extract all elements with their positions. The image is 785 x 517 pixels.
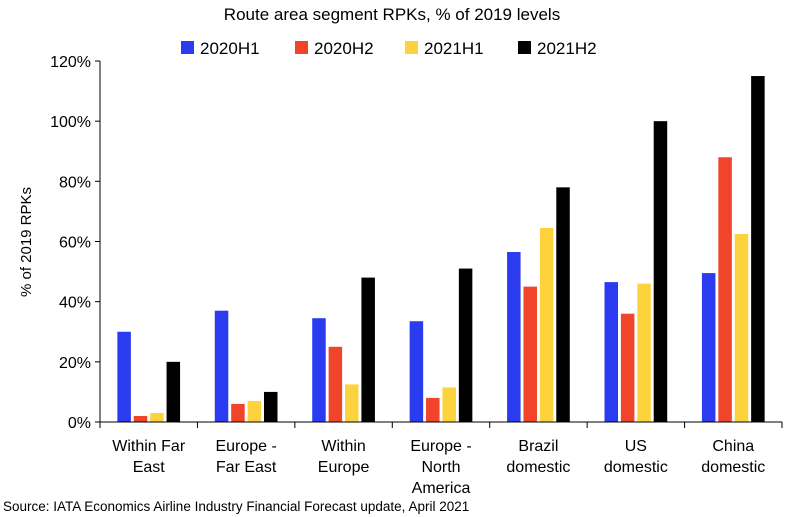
legend-swatch-2021H2 bbox=[518, 41, 531, 54]
x-category-label: Within Europe bbox=[318, 438, 370, 476]
bar-2020H1 bbox=[117, 331, 131, 422]
legend-label: 2021H1 bbox=[424, 39, 484, 58]
y-tick-label: 60% bbox=[59, 235, 91, 252]
x-category-label: Europe -Far East bbox=[215, 438, 276, 476]
bar-2021H2 bbox=[653, 121, 668, 423]
bar-2020H2 bbox=[523, 286, 537, 422]
y-axis: 0% 20% 40% 60% 80% 100% 120% bbox=[50, 54, 101, 432]
bar-2020H1 bbox=[604, 282, 619, 422]
bar-2021H1 bbox=[539, 227, 554, 422]
bar-2021H2 bbox=[263, 391, 278, 422]
bar-2020H2 bbox=[426, 397, 440, 422]
x-category-label: Brazil domestic bbox=[506, 438, 570, 476]
legend-swatch-2021H1 bbox=[405, 41, 418, 54]
bar-2020H1 bbox=[312, 318, 326, 422]
bar-2021H2 bbox=[458, 268, 473, 422]
bar-2021H2 bbox=[556, 187, 570, 422]
bar-2020H1 bbox=[701, 273, 716, 422]
legend-label: 2021H2 bbox=[537, 39, 597, 58]
legend-label: 2020H2 bbox=[314, 39, 374, 58]
bars bbox=[117, 76, 765, 423]
x-axis: Within Far East Europe -Far East Within Euro… bbox=[99, 421, 783, 497]
x-category-label: US domestic bbox=[604, 438, 668, 476]
bar-2021H1 bbox=[442, 387, 456, 422]
bar-2021H1 bbox=[345, 384, 359, 422]
y-axis-label: % of 2019 RPKs bbox=[18, 187, 35, 297]
bar-2020H1 bbox=[409, 321, 424, 422]
bar-2020H2 bbox=[620, 313, 635, 422]
y-tick-label: 100% bbox=[50, 114, 91, 131]
y-tick-label: 0% bbox=[68, 415, 91, 432]
legend-swatch-2020H1 bbox=[181, 41, 194, 54]
y-tick-label: 40% bbox=[59, 295, 91, 312]
y-tick-label: 80% bbox=[59, 174, 91, 191]
bar-2020H2 bbox=[231, 403, 245, 422]
y-tick-label: 20% bbox=[59, 355, 91, 372]
bar-2020H2 bbox=[133, 415, 148, 422]
bar-2021H2 bbox=[751, 76, 765, 423]
x-category-label: China domestic bbox=[701, 438, 765, 476]
x-category-label: Europe -North America bbox=[410, 438, 471, 497]
bar-2021H2 bbox=[361, 277, 375, 422]
y-tick-label: 120% bbox=[50, 54, 91, 71]
legend-swatch-2020H2 bbox=[295, 41, 308, 54]
bar-2021H1 bbox=[734, 233, 749, 422]
bar-2021H2 bbox=[166, 361, 181, 422]
bar-2021H1 bbox=[637, 283, 651, 422]
x-category-label: Within Far East bbox=[112, 438, 186, 476]
chart-title: Route area segment RPKs, % of 2019 level… bbox=[224, 5, 560, 24]
legend-label: 2020H1 bbox=[200, 39, 260, 58]
bar-2021H1 bbox=[150, 412, 164, 422]
bar-2020H2 bbox=[328, 346, 343, 422]
bar-2020H1 bbox=[214, 310, 229, 422]
bar-2020H1 bbox=[507, 252, 521, 422]
legend: 2020H1 2020H2 2021H1 2021H2 bbox=[181, 39, 597, 58]
source-note: Source: IATA Economics Airline Industry … bbox=[3, 499, 469, 514]
bar-2021H1 bbox=[247, 400, 262, 422]
bar-2020H2 bbox=[718, 157, 732, 422]
